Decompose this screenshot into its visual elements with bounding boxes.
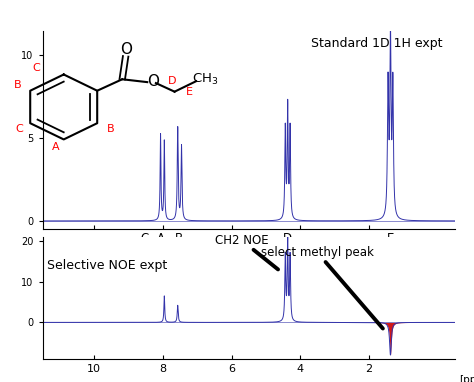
Text: Standard 1D 1H expt: Standard 1D 1H expt	[311, 37, 443, 50]
Text: C: C	[140, 231, 148, 245]
Text: CH$_3$: CH$_3$	[192, 72, 219, 87]
Text: O: O	[147, 74, 159, 89]
Text: Selective NOE expt: Selective NOE expt	[47, 259, 167, 272]
Text: CH2 NOE: CH2 NOE	[215, 234, 278, 269]
Text: B: B	[14, 79, 22, 89]
Text: O: O	[119, 42, 132, 57]
Text: C: C	[15, 125, 23, 134]
Text: A: A	[52, 142, 60, 152]
Text: C: C	[32, 63, 40, 73]
Text: A: A	[157, 231, 165, 245]
Text: B: B	[107, 124, 114, 134]
Text: D: D	[283, 231, 292, 245]
Text: [ppm]: [ppm]	[459, 375, 474, 382]
Text: B: B	[175, 231, 183, 245]
Text: D: D	[168, 76, 176, 86]
Text: select methyl peak: select methyl peak	[261, 246, 383, 329]
Text: E: E	[186, 87, 193, 97]
Text: E: E	[387, 231, 394, 245]
